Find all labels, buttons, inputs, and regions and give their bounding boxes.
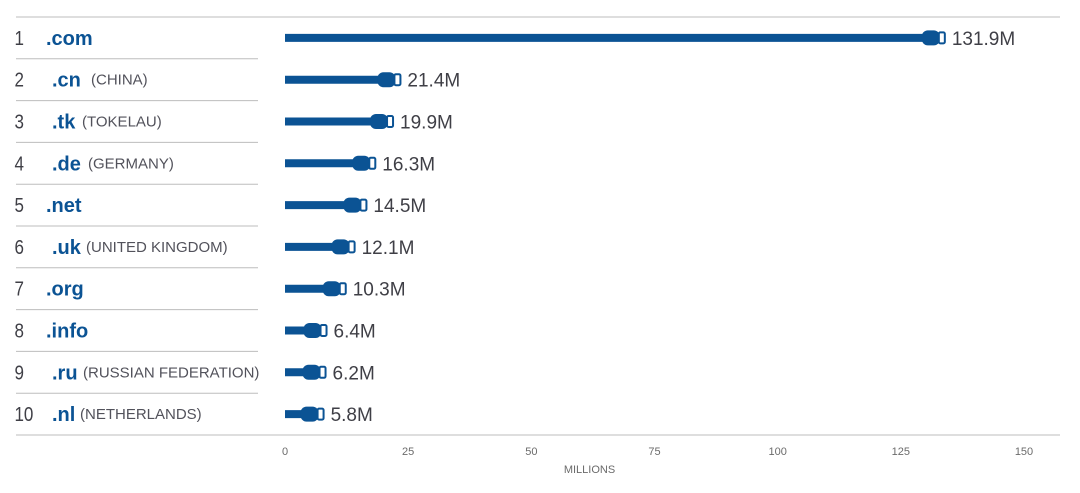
country-label: (NETHERLANDS) bbox=[80, 406, 202, 423]
bar-end-cap bbox=[331, 239, 350, 255]
x-tick-label: 125 bbox=[892, 446, 910, 458]
bar-end-cap bbox=[370, 114, 389, 129]
rank-label: 7 bbox=[14, 277, 23, 300]
bar-end-plug bbox=[347, 240, 356, 254]
tld-label: .nl bbox=[52, 404, 75, 426]
data-label: 6.2M bbox=[333, 363, 375, 384]
x-tick-label: 150 bbox=[1015, 446, 1033, 458]
country-label: (CHINA) bbox=[91, 72, 148, 89]
data-label: 131.9M bbox=[952, 29, 1015, 50]
bar-end-plug bbox=[316, 407, 325, 421]
bar-end-cap bbox=[322, 281, 341, 297]
bar-end-plug bbox=[318, 365, 327, 379]
data-label: 6.4M bbox=[334, 322, 376, 343]
x-tick-label: 100 bbox=[768, 446, 786, 458]
x-tick-label: 75 bbox=[648, 446, 660, 458]
bar-end-cap bbox=[921, 30, 940, 46]
tld-label: .com bbox=[46, 28, 93, 50]
rank-label: 8 bbox=[14, 319, 23, 342]
data-label: 16.3M bbox=[382, 154, 435, 175]
bar-end-plug bbox=[368, 156, 377, 170]
rank-label: 6 bbox=[14, 236, 23, 259]
country-label: (UNITED KINGDOM) bbox=[86, 239, 228, 256]
bar-end-cap bbox=[377, 72, 396, 88]
x-tick-label: 25 bbox=[402, 446, 414, 458]
tld-label: .cn bbox=[52, 70, 81, 92]
tld-label: .tk bbox=[52, 112, 76, 134]
bar-end-cap bbox=[302, 364, 321, 380]
bar-end-plug bbox=[359, 198, 368, 212]
rank-label: 4 bbox=[14, 152, 23, 175]
bar-end-cap bbox=[303, 323, 322, 338]
rank-label: 2 bbox=[14, 68, 23, 91]
bar-end-plug bbox=[393, 73, 402, 87]
bar-end-plug bbox=[338, 282, 347, 296]
x-axis-title: MILLIONS bbox=[564, 464, 615, 476]
tld-label: .net bbox=[46, 195, 82, 217]
rank-label: 1 bbox=[14, 27, 23, 50]
data-label: 5.8M bbox=[331, 405, 373, 426]
bar-end-cap bbox=[300, 406, 319, 422]
tld-label: .org bbox=[46, 279, 84, 301]
country-label: (GERMANY) bbox=[88, 155, 174, 172]
data-label: 19.9M bbox=[400, 113, 453, 134]
tld-label: .info bbox=[46, 321, 88, 343]
bar-end-cap bbox=[352, 155, 371, 171]
country-label: (RUSSIAN FEDERATION) bbox=[83, 364, 259, 381]
tld-label: .ru bbox=[52, 362, 78, 384]
rank-label: 10 bbox=[14, 403, 33, 426]
bar-end-cap bbox=[343, 197, 362, 213]
rank-label: 3 bbox=[14, 110, 23, 133]
tld-label: .uk bbox=[52, 237, 82, 259]
data-label: 12.1M bbox=[362, 238, 415, 259]
bar-end-plug bbox=[386, 115, 395, 128]
tld-label: .de bbox=[52, 153, 81, 175]
bar-end-plug bbox=[319, 324, 328, 337]
data-label: 21.4M bbox=[407, 71, 460, 92]
country-label: (TOKELAU) bbox=[82, 114, 162, 131]
rank-label: 5 bbox=[14, 194, 23, 217]
x-tick-label: 50 bbox=[525, 446, 537, 458]
x-tick-label: 0 bbox=[282, 446, 288, 458]
bar-end-plug bbox=[937, 31, 946, 45]
data-label: 14.5M bbox=[373, 196, 426, 217]
data-label: 10.3M bbox=[353, 280, 406, 301]
rank-label: 9 bbox=[14, 361, 23, 384]
